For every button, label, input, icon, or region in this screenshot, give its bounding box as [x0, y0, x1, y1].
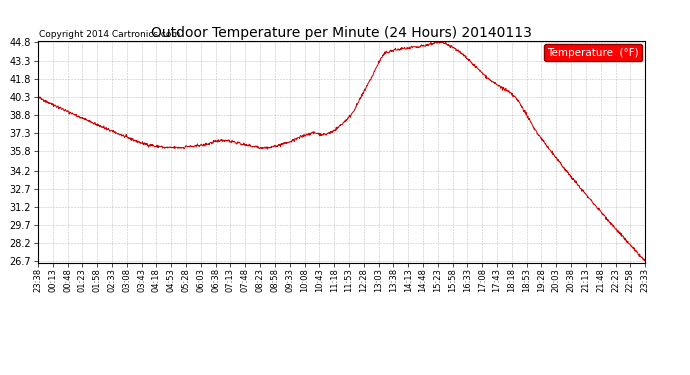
Title: Outdoor Temperature per Minute (24 Hours) 20140113: Outdoor Temperature per Minute (24 Hours…: [151, 26, 532, 40]
Text: Copyright 2014 Cartronics.com: Copyright 2014 Cartronics.com: [39, 30, 179, 39]
Legend: Temperature  (°F): Temperature (°F): [544, 44, 642, 61]
